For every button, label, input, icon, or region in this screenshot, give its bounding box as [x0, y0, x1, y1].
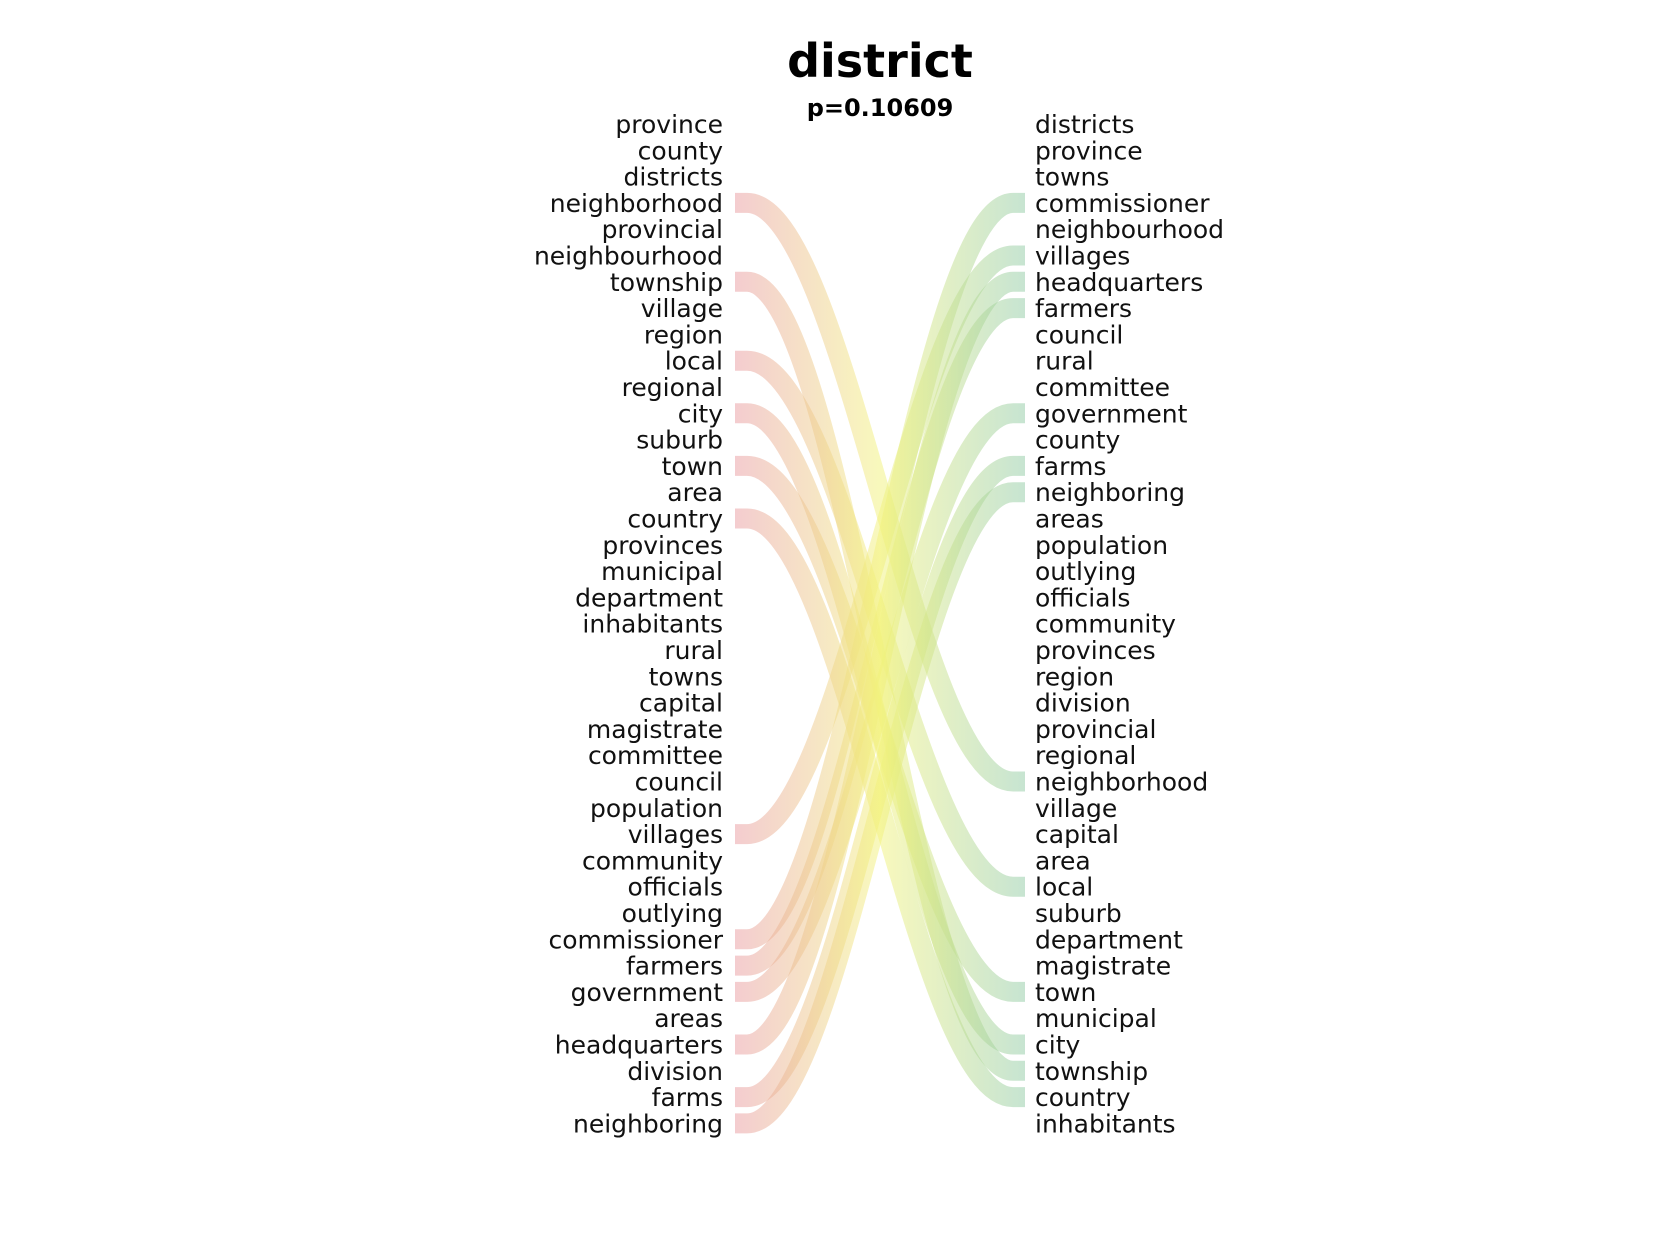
left-word: capital	[639, 689, 723, 718]
left-word: rural	[664, 636, 723, 665]
right-word: area	[1035, 846, 1091, 875]
right-word: province	[1035, 136, 1143, 165]
flow-link-neighborhood	[735, 192, 1025, 792]
left-word: farms	[652, 1083, 723, 1112]
right-word: provinces	[1035, 636, 1156, 665]
right-word: towns	[1035, 163, 1109, 192]
right-word: country	[1035, 1083, 1131, 1112]
left-word: area	[667, 478, 723, 507]
left-word: village	[641, 294, 723, 323]
left-word: region	[644, 320, 723, 349]
right-word: farmers	[1035, 294, 1132, 323]
left-word: villages	[628, 820, 723, 849]
right-word: neighboring	[1035, 478, 1185, 507]
right-word: headquarters	[1035, 268, 1203, 297]
right-word: areas	[1035, 505, 1104, 534]
right-word: local	[1035, 873, 1093, 902]
left-word: government	[571, 978, 724, 1007]
left-word: areas	[654, 1004, 723, 1033]
left-word: division	[627, 1057, 723, 1086]
right-word: municipal	[1035, 1004, 1157, 1033]
left-word: municipal	[601, 557, 723, 586]
left-word: officials	[628, 873, 723, 902]
left-word: province	[615, 110, 723, 139]
left-word: country	[627, 505, 723, 534]
left-word: outlying	[622, 899, 723, 928]
left-word: commissioner	[549, 925, 724, 954]
right-word: neighbourhood	[1035, 215, 1224, 244]
right-word: committee	[1035, 373, 1170, 402]
right-word: city	[1035, 1031, 1080, 1060]
right-word: village	[1035, 794, 1117, 823]
right-word: capital	[1035, 820, 1119, 849]
left-word: department	[575, 583, 723, 612]
right-word: provincial	[1035, 715, 1156, 744]
left-word: headquarters	[555, 1031, 723, 1060]
left-word: neighborhood	[550, 189, 723, 218]
left-word: neighbourhood	[534, 242, 723, 271]
left-word: farmers	[626, 952, 723, 981]
right-word-column: districtsprovincetownscommissionerneighb…	[1035, 110, 1224, 1138]
left-word: magistrate	[587, 715, 723, 744]
left-word: county	[638, 136, 724, 165]
flow-links	[735, 192, 1025, 1134]
left-word: community	[582, 846, 723, 875]
right-word: villages	[1035, 242, 1130, 271]
left-word: population	[590, 794, 723, 823]
flow-link-commissioner	[735, 192, 1025, 950]
left-word: regional	[622, 373, 723, 402]
right-word: rural	[1035, 347, 1094, 376]
right-word: districts	[1035, 110, 1134, 139]
right-word: outlying	[1035, 557, 1136, 586]
left-word: committee	[588, 741, 723, 770]
left-word: suburb	[636, 426, 723, 455]
left-word: city	[678, 399, 723, 428]
right-word: government	[1035, 399, 1188, 428]
right-word: township	[1035, 1057, 1148, 1086]
left-word: local	[665, 347, 723, 376]
right-word: town	[1035, 978, 1096, 1007]
right-word: division	[1035, 689, 1131, 718]
left-word: towns	[649, 662, 723, 691]
left-word: council	[635, 768, 723, 797]
right-word: officials	[1035, 583, 1130, 612]
flow-link-headquarters	[735, 271, 1025, 1055]
diagram-title: district	[787, 34, 973, 88]
right-word: inhabitants	[1035, 1109, 1176, 1138]
right-word: suburb	[1035, 899, 1122, 928]
right-word: council	[1035, 320, 1123, 349]
right-word: department	[1035, 925, 1183, 954]
right-word: commissioner	[1035, 189, 1210, 218]
diagram-subtitle: p=0.10609	[807, 94, 954, 122]
left-word: town	[662, 452, 723, 481]
left-word: inhabitants	[582, 610, 723, 639]
right-word: population	[1035, 531, 1168, 560]
right-word: neighborhood	[1035, 768, 1208, 797]
right-word: regional	[1035, 741, 1136, 770]
flow-link-neighboring	[735, 482, 1025, 1134]
left-word: provinces	[602, 531, 723, 560]
right-word: community	[1035, 610, 1176, 639]
left-word: provincial	[602, 215, 723, 244]
right-word: magistrate	[1035, 952, 1171, 981]
left-word: township	[610, 268, 723, 297]
left-word: neighboring	[573, 1109, 723, 1138]
right-word: region	[1035, 662, 1114, 691]
right-word: farms	[1035, 452, 1106, 481]
left-word: districts	[624, 163, 723, 192]
left-word-column: provincecountydistrictsneighborhoodprovi…	[534, 110, 724, 1138]
right-word: county	[1035, 426, 1121, 455]
